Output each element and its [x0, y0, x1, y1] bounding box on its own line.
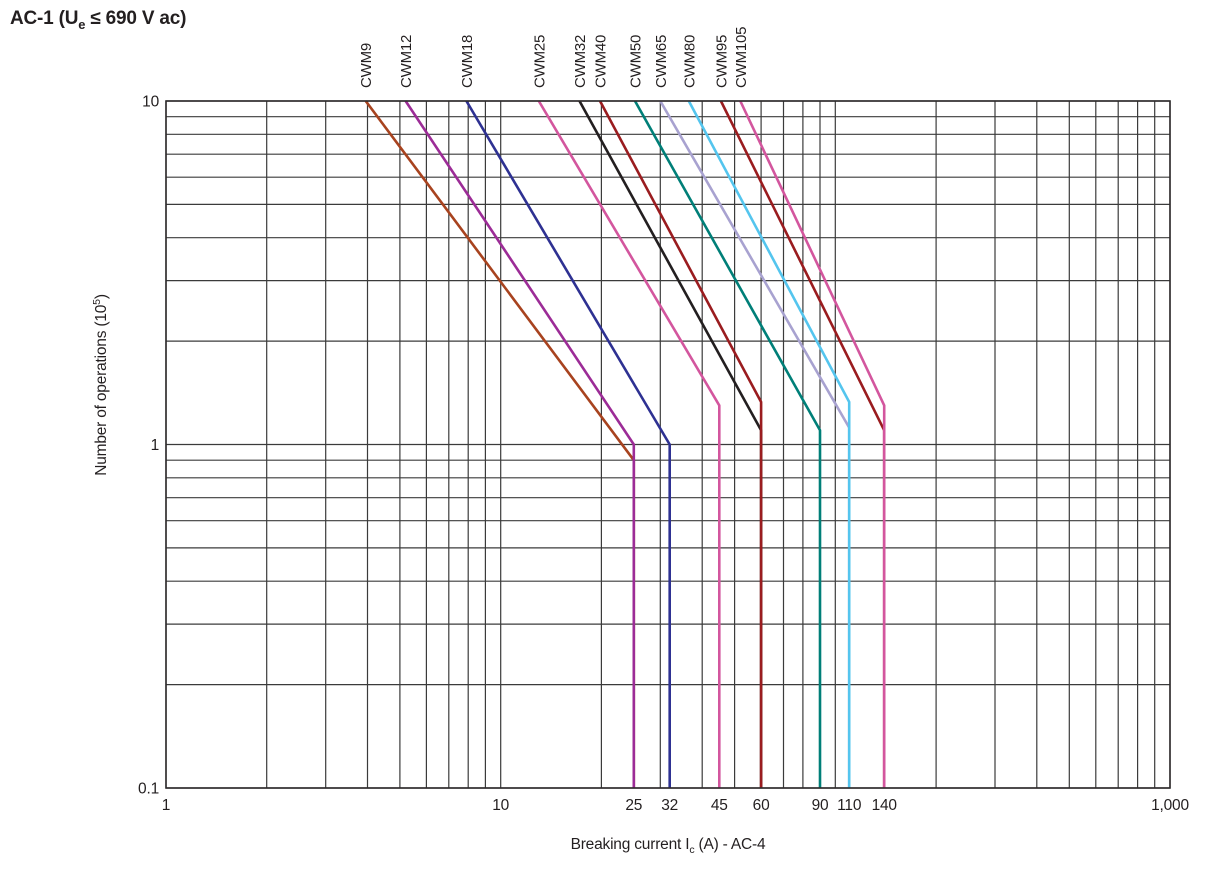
curve-label-CWM25: CWM25 — [531, 35, 548, 88]
curve-label-CWM80: CWM80 — [681, 35, 698, 88]
curve-label-CWM40: CWM40 — [593, 35, 610, 88]
x-axis-title-suffix: (A) - AC-4 — [694, 835, 766, 853]
y-tick-label-10: 10 — [142, 94, 159, 111]
x-tick-label-60: 60 — [753, 797, 770, 814]
curve-CWM50 — [633, 100, 822, 788]
curve-label-CWM65: CWM65 — [653, 35, 670, 88]
chart-title-subscript: e — [78, 16, 86, 32]
x-tick-label-32: 32 — [661, 797, 678, 814]
x-tick-label-1: 1 — [162, 797, 170, 814]
curve-CWM12 — [404, 100, 636, 788]
curve-label-CWM50: CWM50 — [628, 35, 645, 88]
x-tick-label-45: 45 — [711, 797, 728, 814]
curve-CWM40 — [598, 100, 763, 788]
chart-title-prefix: AC-1 (U — [10, 8, 79, 29]
y-tick-label-0.1: 0.1 — [138, 781, 159, 798]
x-tick-label-10: 10 — [492, 797, 509, 814]
curve-CWM80 — [687, 100, 851, 788]
curve-label-CWM32: CWM32 — [572, 35, 589, 88]
curve-CWM25 — [537, 100, 721, 788]
x-axis-title-subscript: c — [689, 844, 695, 857]
curve-label-CWM95: CWM95 — [713, 35, 730, 88]
chart-title-suffix: ≤ 690 V ac) — [85, 8, 187, 29]
curve-label-CWM105: CWM105 — [733, 27, 750, 88]
curve-label-CWM18: CWM18 — [459, 35, 476, 88]
x-tick-label-25: 25 — [625, 797, 642, 814]
curve-label-CWM9: CWM9 — [358, 43, 375, 88]
grid — [165, 100, 1171, 789]
x-tick-label-110: 110 — [837, 797, 862, 814]
curve-CWM18 — [465, 100, 672, 788]
x-axis-title-prefix: Breaking current I — [570, 835, 690, 853]
x-tick-label-90: 90 — [812, 797, 829, 814]
plot-border — [165, 100, 1171, 789]
x-tick-label-140: 140 — [872, 797, 898, 814]
curve-label-CWM12: CWM12 — [398, 35, 415, 88]
y-tick-label-1: 1 — [151, 437, 159, 454]
x-axis-title: Breaking current Ic (A) - AC-4 — [571, 836, 766, 856]
chart-title: AC-1 (Ue ≤ 690 V ac) — [10, 8, 186, 32]
x-tick-label-1000: 1,000 — [1151, 797, 1189, 814]
curve-CWM105 — [739, 100, 886, 788]
